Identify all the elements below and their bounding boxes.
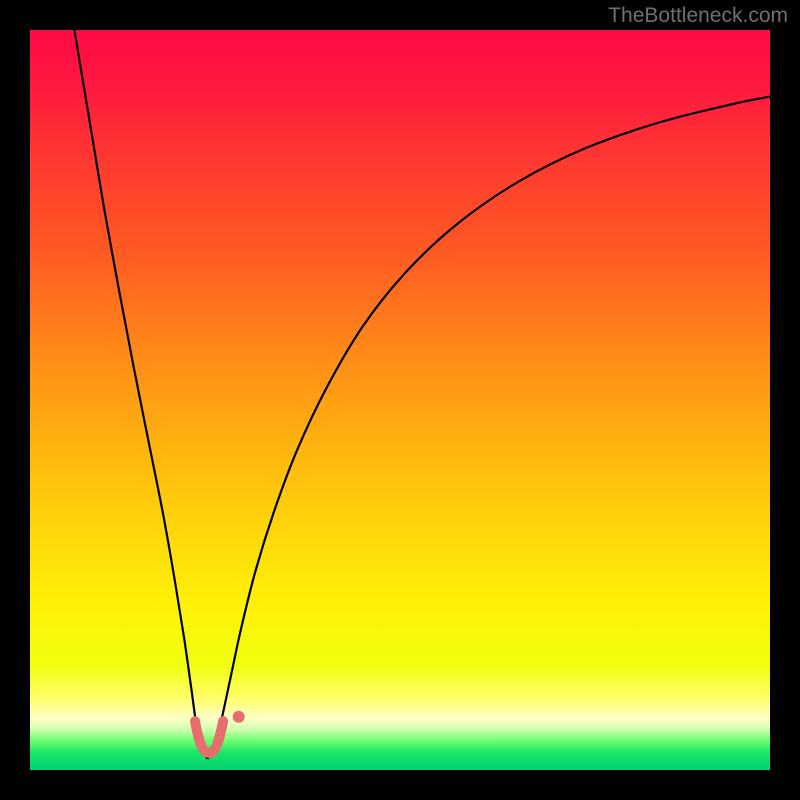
chart-container: TheBottleneck.com: [0, 0, 800, 800]
marker-dot: [233, 711, 245, 723]
watermark-text: TheBottleneck.com: [608, 4, 788, 28]
bottleneck-chart: [0, 0, 800, 800]
